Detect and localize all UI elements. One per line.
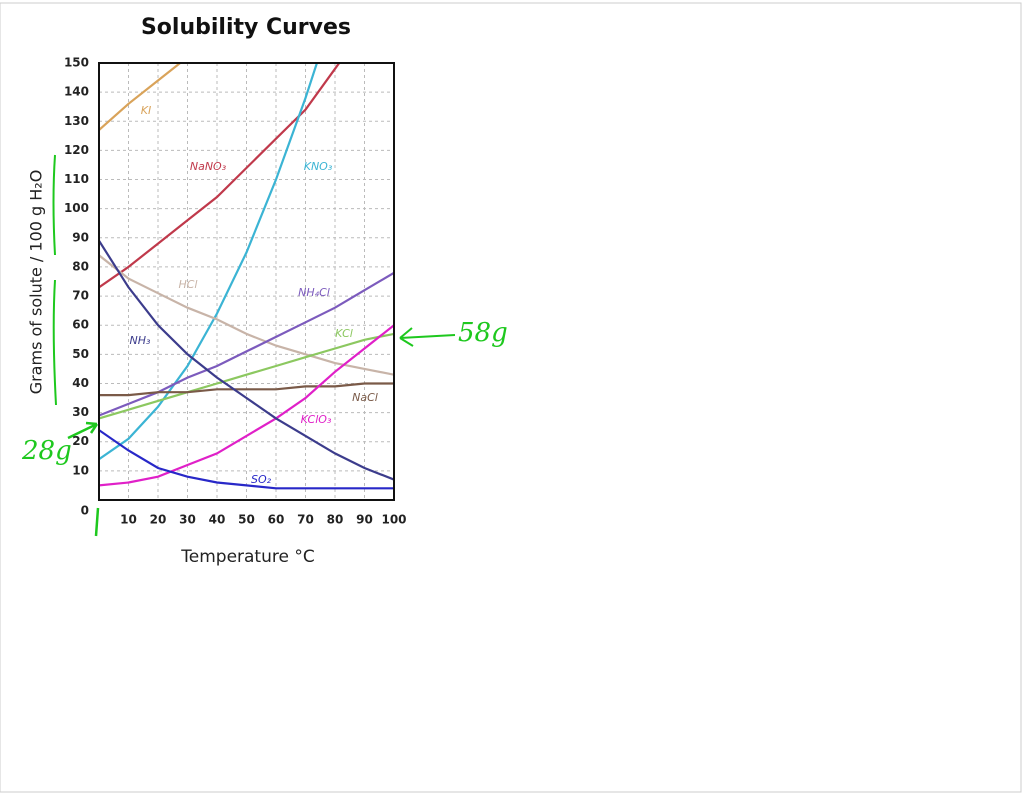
x-tick-label: 70 (297, 513, 314, 527)
y-tick-label: 20 (72, 434, 89, 448)
labels: KI NaNO₃ KNO₃ HCl NH₄Cl KCl NaCl KClO₃ NH₃ SO₂ (130, 104, 378, 486)
y-tick-label: 50 (72, 347, 89, 361)
hand-bracket (52, 154, 57, 406)
x-tick-label: 80 (327, 513, 344, 527)
series-line (99, 63, 182, 131)
series-label: SO₂ (251, 473, 272, 486)
hand-arrow (67, 421, 100, 537)
hand-arrow (399, 327, 456, 347)
series-label: NaCl (352, 391, 378, 404)
series-line (99, 63, 341, 289)
y-tick-label: 30 (72, 405, 89, 419)
series-line (99, 271, 394, 417)
y-tick-label: 10 (72, 463, 89, 477)
chart-title: Solubility Curves (141, 15, 351, 40)
y-tick-label: 110 (64, 172, 89, 186)
y-tick-label: 40 (72, 376, 89, 390)
y-axis-label: Grams of solute / 100 g H₂O (27, 170, 46, 395)
x-axis-label: Temperature °C (180, 547, 314, 567)
y-tick-label: 0 (81, 504, 89, 518)
x-tick-label: 10 (120, 513, 137, 527)
y-tick-label: 100 (64, 201, 89, 215)
x-tick-label: 30 (179, 513, 196, 527)
y-tick-label: 120 (64, 143, 89, 157)
plot-frame (98, 62, 395, 501)
x-tick-label: 60 (268, 513, 285, 527)
series-line (99, 240, 394, 481)
grid (99, 62, 395, 501)
series-label: KI (141, 104, 151, 117)
annotation: 58g (458, 318, 508, 348)
x-tick-label: 100 (381, 513, 406, 527)
y-tick-label: 140 (64, 85, 89, 99)
series-line (99, 63, 319, 461)
series-label: NH₄Cl (298, 286, 330, 299)
series-line (99, 382, 394, 397)
x-tick-label: 40 (209, 513, 226, 527)
y-tick-label: 70 (72, 289, 89, 303)
y-tick-label: 130 (64, 114, 89, 128)
series-label: NaNO₃ (190, 160, 227, 173)
series-label: KClO₃ (301, 413, 332, 426)
y-tick-label: 150 (64, 56, 89, 70)
series-line (99, 332, 394, 420)
plot-lines (99, 63, 394, 490)
series-label: KNO₃ (304, 160, 333, 173)
y-tick-label: 60 (72, 318, 89, 332)
series-label: KCl (335, 327, 353, 340)
x-tick-label: 20 (150, 513, 167, 527)
annotation: 28g (21, 436, 72, 466)
series-label: NH₃ (130, 334, 152, 347)
series-label: HCl (178, 278, 197, 291)
x-tick-label: 90 (356, 513, 373, 527)
y-tick-label: 90 (72, 230, 89, 244)
series-line (99, 324, 394, 487)
x-tick-label: 50 (238, 513, 255, 527)
series-line (99, 429, 394, 490)
y-tick-label: 80 (72, 259, 89, 273)
